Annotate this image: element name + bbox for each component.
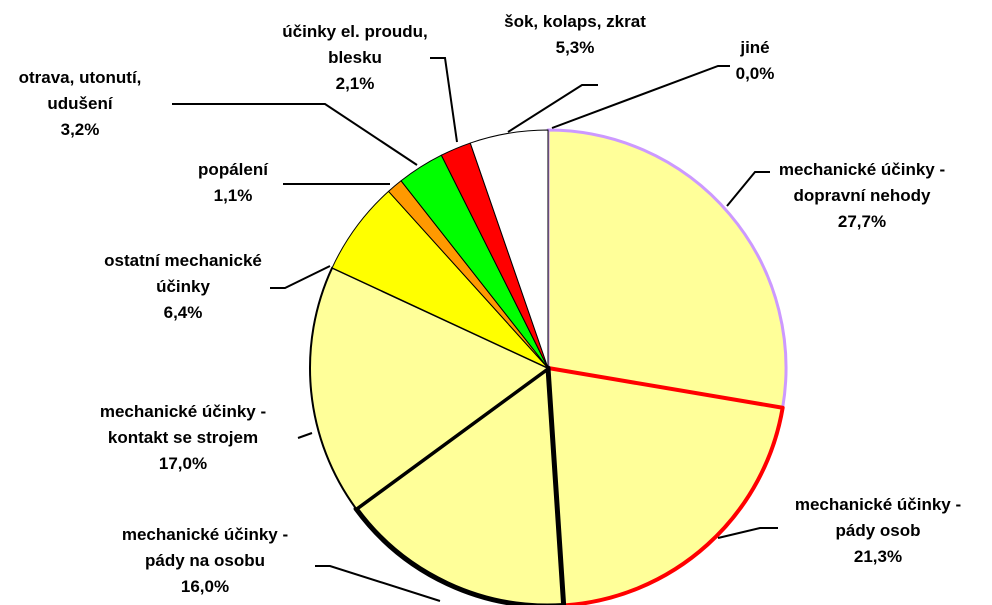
- slice-value-label: 2,1%: [335, 74, 375, 93]
- slice-label: mechanické účinky - pády osob: [794, 495, 962, 540]
- slice-label: otrava, utonutí, udušení: [18, 68, 142, 113]
- slice-label: popálení: [198, 160, 268, 179]
- leader-line: [270, 265, 331, 289]
- pie-slice: [353, 365, 567, 605]
- slice-label: jiné: [740, 38, 770, 57]
- slice-value-label: 3,2%: [60, 120, 100, 139]
- leader-line: [551, 65, 730, 129]
- slice-value-label: 21,3%: [853, 547, 903, 566]
- pie-slice: [546, 366, 785, 605]
- slice-value-label: 1,1%: [213, 186, 253, 205]
- slice-label: mechanické účinky - pády na osobu: [121, 525, 289, 570]
- slice-label: mechanické účinky - dopravní nehody: [778, 160, 946, 205]
- pie-slice: [309, 266, 549, 510]
- leader-line: [717, 527, 778, 539]
- leader-line: [315, 565, 441, 602]
- leader-line: [172, 103, 418, 166]
- slice-value-label: 16,0%: [180, 577, 230, 596]
- leader-line: [726, 171, 770, 207]
- slice-label: účinky el. proudu, blesku: [282, 22, 428, 67]
- slice-label: mechanické účinky - kontakt se strojem: [99, 402, 267, 447]
- pie-slice: [546, 128, 788, 410]
- slice-value-label: 17,0%: [158, 454, 208, 473]
- leader-line: [297, 432, 313, 439]
- leader-line: [507, 84, 598, 133]
- slice-value-label: 0,0%: [735, 64, 775, 83]
- slice-value-label: 27,7%: [837, 212, 887, 231]
- slice-value-label: 5,3%: [555, 38, 595, 57]
- leader-line: [430, 57, 458, 143]
- slice-label: šok, kolaps, zkrat: [504, 12, 646, 31]
- slice-label: ostatní mechanické účinky: [104, 251, 262, 296]
- slice-value-label: 6,4%: [163, 303, 203, 322]
